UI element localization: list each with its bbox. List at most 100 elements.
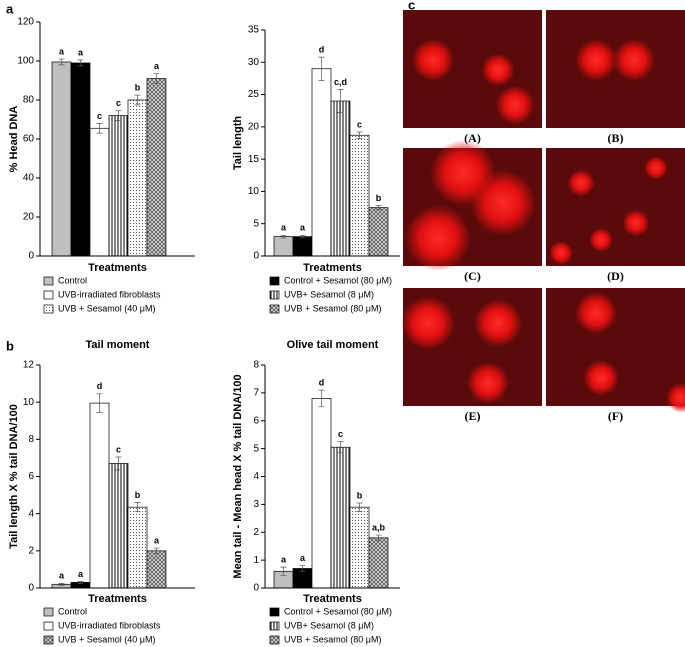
significance-label: a xyxy=(59,571,65,581)
bar xyxy=(108,115,129,257)
bar xyxy=(70,62,91,257)
error-bar xyxy=(299,565,306,572)
nucleus xyxy=(575,292,617,334)
x-axis-title: Treatments xyxy=(88,262,147,274)
significance-label: a xyxy=(154,61,160,71)
significance-label: d xyxy=(97,381,103,391)
bar xyxy=(108,463,129,589)
y-tick-label: 25 xyxy=(248,89,260,100)
legend-label: Control + Sesamol (80 μM) xyxy=(284,275,392,285)
significance-label: b xyxy=(376,193,382,203)
nucleus xyxy=(549,241,573,265)
y-tick-label: 40 xyxy=(23,173,35,184)
nucleus xyxy=(613,39,655,81)
y-tick-label: 100 xyxy=(17,56,34,67)
significance-label: c xyxy=(97,111,102,121)
y-tick-label: 2 xyxy=(253,527,259,538)
bar xyxy=(368,537,389,589)
panel-label: c xyxy=(408,0,415,12)
legend-swatch xyxy=(43,276,54,286)
legend-label: UVB+ Sesamol (8 μM) xyxy=(284,620,374,630)
legend-label: Control xyxy=(58,275,87,285)
error-bar xyxy=(318,56,325,81)
y-tick-label: 30 xyxy=(248,57,260,68)
micrograph xyxy=(546,148,685,266)
nucleus xyxy=(401,296,455,350)
error-bar xyxy=(318,389,325,408)
legend-label: UVB + Sesamol (80 μM) xyxy=(284,303,381,313)
bar xyxy=(311,68,332,257)
y-tick-label: 5 xyxy=(253,218,259,229)
legend-label: UVB + Sesamol (80 μM) xyxy=(284,634,381,644)
nucleus xyxy=(567,169,595,197)
micrograph-caption: (F) xyxy=(608,409,623,423)
significance-label: a xyxy=(78,569,84,579)
error-bar xyxy=(58,583,65,586)
significance-label: a,b xyxy=(372,522,386,532)
chart-title: Tail moment xyxy=(86,339,150,351)
significance-label: a xyxy=(78,47,84,57)
y-tick-label: 80 xyxy=(23,95,35,106)
significance-label: b xyxy=(135,83,141,93)
significance-label: c xyxy=(116,98,121,108)
nucleus xyxy=(644,156,668,180)
bar xyxy=(349,134,370,257)
bar xyxy=(292,236,313,257)
nucleus xyxy=(470,170,536,236)
nucleus xyxy=(589,228,613,252)
error-bar xyxy=(337,441,344,454)
y-tick-label: 4 xyxy=(28,508,34,519)
y-tick-label: 20 xyxy=(248,121,260,132)
significance-label: c xyxy=(338,429,343,439)
legend-swatch xyxy=(43,635,54,645)
error-bar xyxy=(77,59,84,67)
error-bar xyxy=(153,547,160,554)
micrograph xyxy=(401,288,542,406)
axes xyxy=(39,365,195,589)
y-axis-title: Tail length xyxy=(232,116,244,170)
micrograph-caption: (D) xyxy=(607,269,624,283)
micrograph xyxy=(546,288,685,413)
legend-swatch xyxy=(43,304,54,314)
legend-swatch xyxy=(269,276,280,286)
significance-label: a xyxy=(59,46,65,56)
y-tick-label: 8 xyxy=(253,360,259,371)
legend-label: Control xyxy=(58,606,87,616)
significance-label: a xyxy=(281,554,287,564)
legend-label: UVB-irradiated fibroblasts xyxy=(58,289,161,299)
bar xyxy=(89,402,110,589)
legend-swatch xyxy=(269,607,280,617)
error-bar xyxy=(337,89,344,114)
y-tick-label: 0 xyxy=(28,251,34,262)
significance-label: b xyxy=(135,490,141,500)
legend-label: Control + Sesamol (80 μM) xyxy=(284,606,392,616)
y-tick-label: 0 xyxy=(28,583,34,594)
y-tick-label: 6 xyxy=(253,415,259,426)
significance-label: c,d xyxy=(334,77,347,87)
bar xyxy=(127,506,148,589)
bar xyxy=(51,61,72,257)
micrograph xyxy=(546,10,685,128)
error-bar xyxy=(280,566,287,576)
y-tick-label: 120 xyxy=(17,17,34,28)
nucleus xyxy=(622,209,650,237)
y-tick-label: 10 xyxy=(248,186,260,197)
legend-label: UVB + Sesamol (40 μM) xyxy=(58,634,155,644)
legend-label: UVB + Sesamol (40 μM) xyxy=(58,303,155,313)
error-bar xyxy=(299,234,306,239)
error-bar xyxy=(134,94,141,106)
error-bar xyxy=(115,456,122,471)
error-bar xyxy=(356,502,363,512)
legend-swatch xyxy=(43,290,54,300)
y-tick-label: 5 xyxy=(253,443,259,454)
y-tick-label: 3 xyxy=(253,499,259,510)
bar xyxy=(330,100,351,257)
y-tick-label: 35 xyxy=(248,25,260,36)
error-bar xyxy=(115,110,122,121)
nucleus xyxy=(666,383,685,413)
bar xyxy=(311,398,332,589)
bar xyxy=(146,550,167,589)
axes xyxy=(264,365,400,589)
error-bar xyxy=(96,123,103,134)
